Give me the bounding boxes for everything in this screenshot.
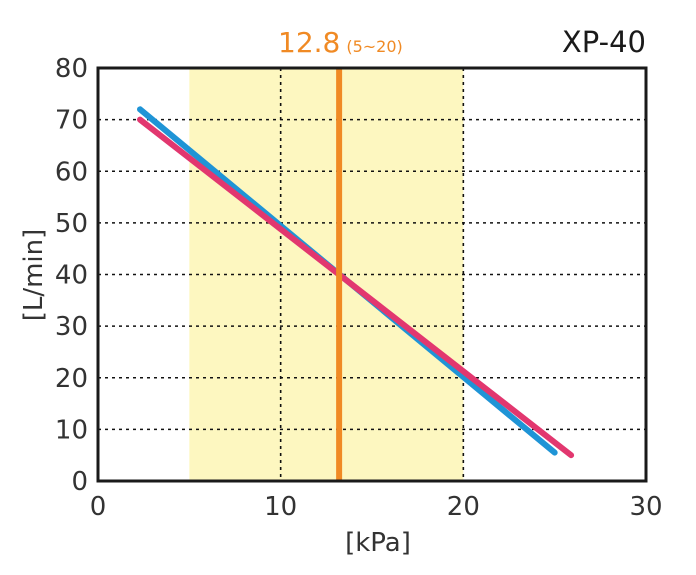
grid-layer <box>98 68 646 481</box>
plot-frame <box>96 66 648 483</box>
y-tick-labels: 0 10 20 30 40 50 60 70 80 <box>55 54 88 497</box>
recommended-band-layer <box>189 68 464 481</box>
y-tick-label: 60 <box>55 157 88 187</box>
x-tick-label: 30 <box>629 492 662 522</box>
y-tick-label: 80 <box>55 54 88 84</box>
y-tick-label: 20 <box>55 364 88 394</box>
y-axis-label: [L/min] <box>19 229 49 322</box>
x-tick-label: 10 <box>264 492 297 522</box>
x-tick-label: 20 <box>447 492 480 522</box>
y-tick-label: 0 <box>71 467 88 497</box>
series-line-2 <box>137 116 575 459</box>
x-tick-labels: 0 10 20 30 <box>90 492 663 522</box>
rated-value-label: 12.8 (5~20) <box>278 26 403 59</box>
y-tick-label: 10 <box>55 415 88 445</box>
band-range-label: (5~20) <box>346 37 402 56</box>
series-layer <box>137 106 575 459</box>
x-axis-label: [kPa] <box>345 528 411 558</box>
recommended-band <box>189 68 464 481</box>
chart-title: XP-40 <box>562 25 646 59</box>
y-tick-label: 30 <box>55 312 88 342</box>
x-tick-label: 0 <box>90 492 107 522</box>
y-tick-label: 70 <box>55 106 88 136</box>
y-tick-label: 40 <box>55 261 88 291</box>
y-tick-label: 50 <box>55 209 88 239</box>
rated-value: 12.8 <box>278 26 340 59</box>
